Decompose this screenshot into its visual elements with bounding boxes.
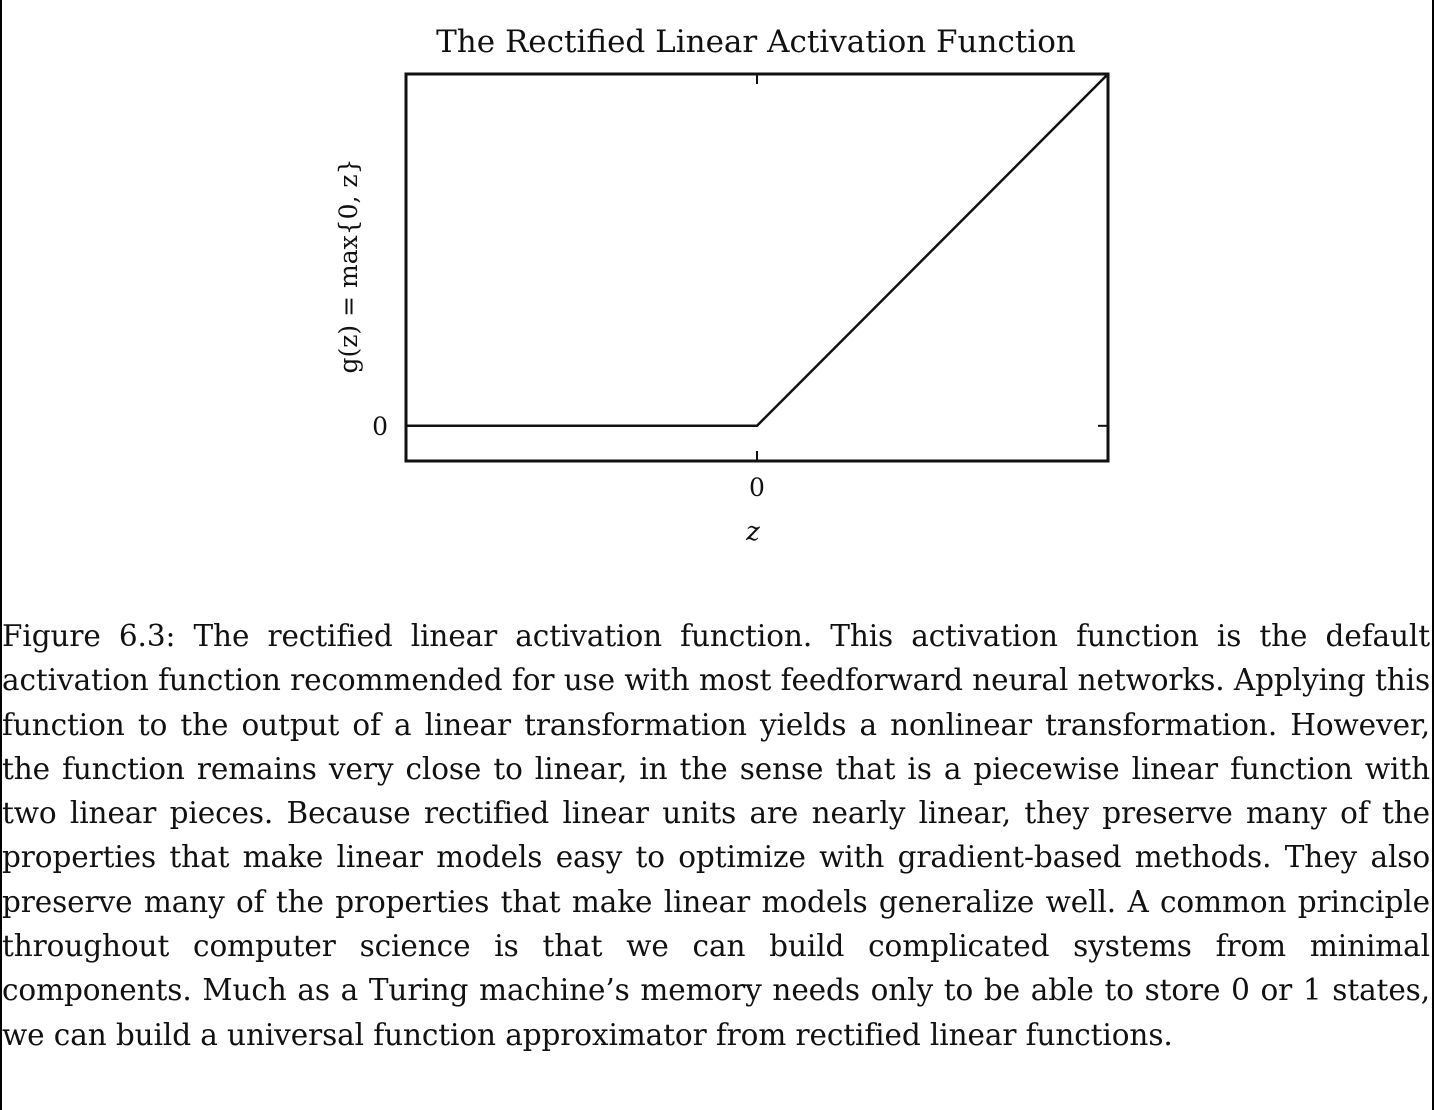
page-border-left — [0, 0, 2, 1110]
page-border-right — [1432, 0, 1434, 1110]
figure-caption: Figure 6.3: The rectified linear activat… — [2, 619, 1430, 1052]
plot-frame — [404, 72, 1110, 463]
tick-labels: 00 — [372, 412, 765, 502]
x-axis-label: z — [745, 517, 760, 547]
relu-series-line — [406, 73, 1109, 428]
y-tick-label: 0 — [372, 412, 388, 441]
tick-marks — [406, 74, 1108, 461]
chart-title: The Rectified Linear Activation Function — [436, 24, 1076, 60]
relu-figure: The Rectified Linear Activation Function… — [334, 24, 1110, 547]
y-axis-label: g(z) = max{0, z} — [334, 158, 363, 373]
x-tick-label: 0 — [749, 473, 765, 502]
